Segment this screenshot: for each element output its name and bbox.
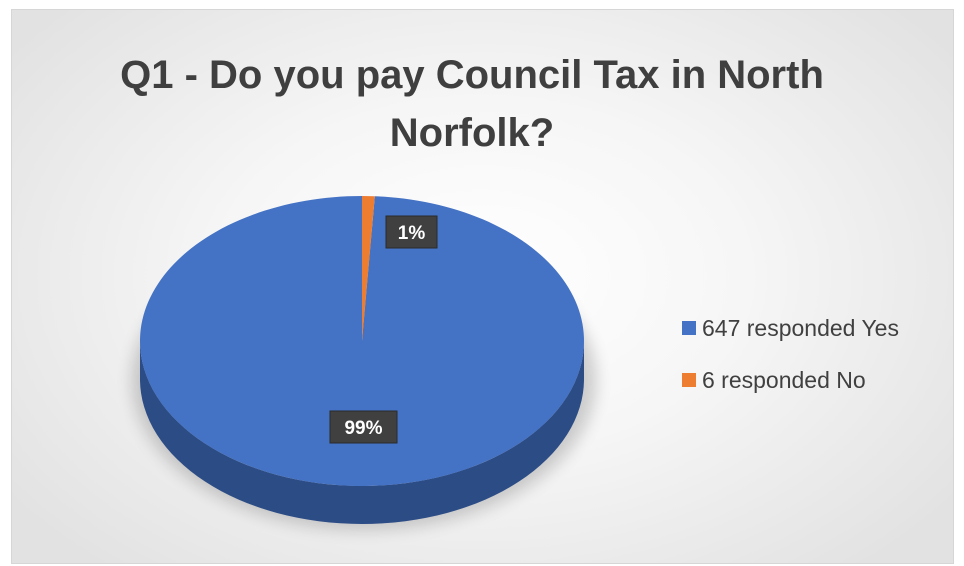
legend-label-yes: 647 responded Yes xyxy=(702,314,899,341)
legend-item-no: 6 responded No xyxy=(682,366,899,393)
data-label-yes-text: 99% xyxy=(344,418,382,439)
data-label-yes-box xyxy=(329,410,398,444)
chart-title: Q1 - Do you pay Council Tax in North Nor… xyxy=(120,53,824,155)
data-label-no-box xyxy=(385,215,438,249)
legend-swatch-no xyxy=(682,373,696,387)
pie-side-yes xyxy=(140,341,584,524)
legend-label-no: 6 responded No xyxy=(702,366,866,393)
chart-area: Q1 - Do you pay Council Tax in North Nor… xyxy=(11,9,954,564)
data-label-yes: 99% xyxy=(329,410,398,444)
pie-chart: 99% 1% xyxy=(132,196,596,530)
pie-slice-no xyxy=(362,196,375,341)
legend-swatch-yes xyxy=(682,321,696,335)
legend-item-yes: 647 responded Yes xyxy=(682,314,899,341)
data-label-no: 1% xyxy=(385,215,438,249)
pie-slice-yes xyxy=(139,196,584,486)
legend: 647 responded Yes 6 responded No xyxy=(682,314,899,420)
data-label-no-text: 1% xyxy=(398,223,426,244)
